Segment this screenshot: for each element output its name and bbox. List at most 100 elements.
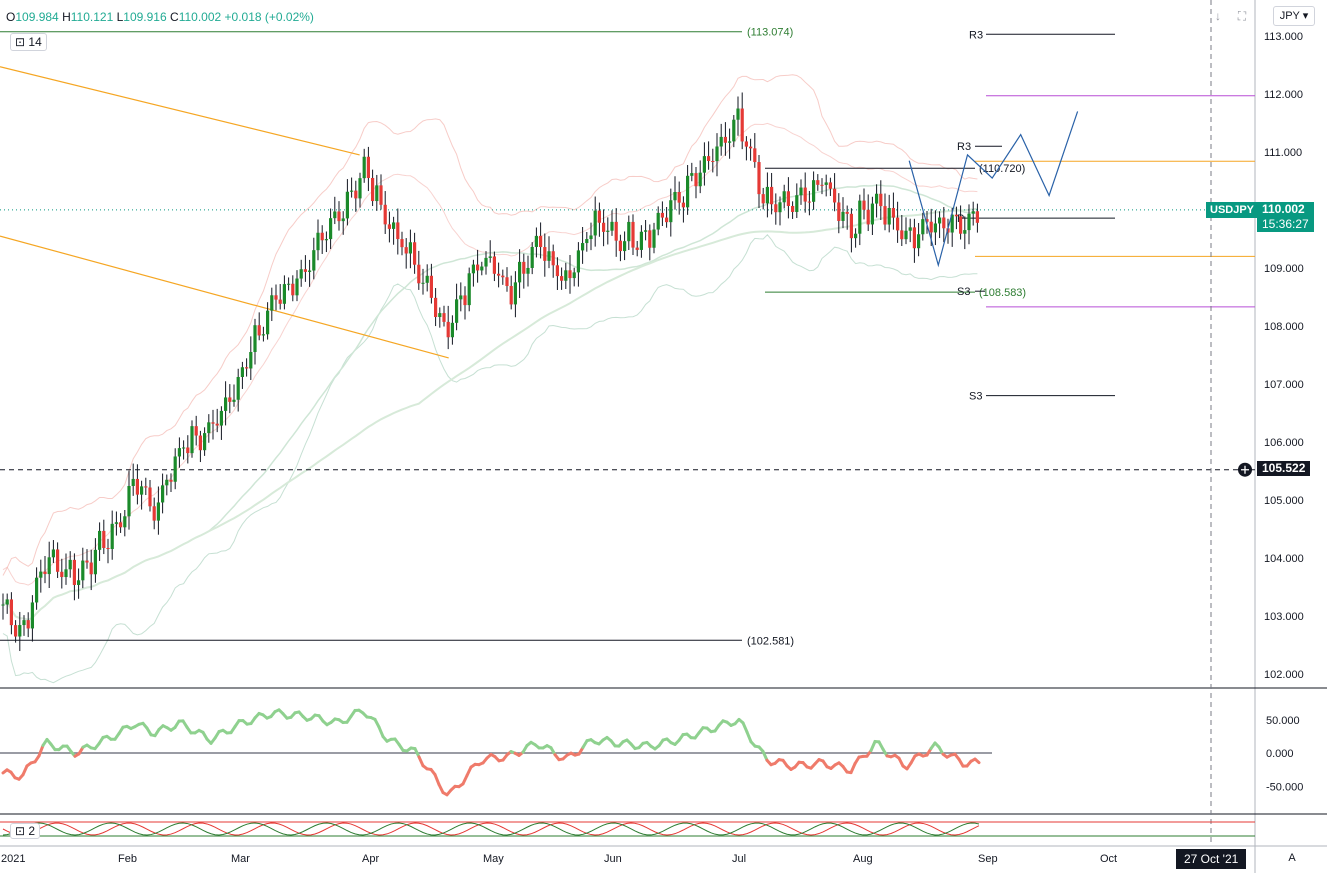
time-tick-label: May	[483, 853, 504, 865]
candle-body	[644, 230, 648, 232]
price-tick-label: 103.000	[1264, 611, 1304, 623]
candle-body	[967, 213, 971, 231]
candle-body	[933, 223, 937, 233]
level-108-label: (108.583)	[979, 287, 1026, 299]
candle-body	[879, 193, 883, 207]
candle-body	[975, 211, 979, 223]
candle-body	[211, 422, 215, 424]
candle-body	[912, 227, 916, 249]
candle-body	[921, 219, 925, 235]
candle-body	[925, 219, 929, 222]
candle-body	[278, 299, 282, 304]
candle-body	[215, 423, 219, 426]
candle-body	[677, 191, 681, 203]
candle-body	[148, 487, 152, 507]
candle-body	[476, 264, 480, 271]
candle-body	[824, 182, 828, 185]
candle-body	[182, 447, 186, 449]
fullscreen-icon[interactable]: ⛶	[1237, 9, 1247, 23]
candle-body	[820, 184, 824, 186]
candle-body	[707, 156, 711, 161]
candle-body	[833, 188, 837, 203]
candle-body	[408, 242, 412, 254]
candle-body	[30, 602, 34, 629]
candle-body	[929, 221, 933, 233]
crosshair-plus-mark	[1241, 465, 1249, 474]
candle-body	[593, 210, 597, 236]
candle-body	[492, 256, 496, 274]
channel-lower-line	[0, 235, 449, 359]
candle-body	[828, 182, 832, 189]
candle-body	[870, 203, 874, 225]
candle-body	[425, 275, 429, 283]
candle-body	[467, 273, 471, 306]
candle-body	[837, 202, 841, 221]
candle-body	[597, 210, 601, 223]
candle-body	[35, 577, 39, 603]
price-tick-label: 106.000	[1264, 437, 1304, 449]
candle-body	[652, 229, 656, 248]
candle-body	[299, 269, 303, 279]
candle-body	[77, 580, 81, 585]
candle-body	[635, 247, 639, 250]
candle-body	[169, 479, 173, 482]
candle-body	[18, 625, 22, 637]
time-tick-label: 2021	[1, 853, 25, 865]
candle-body	[883, 206, 887, 225]
candle-body	[417, 264, 421, 284]
candle-body	[530, 246, 534, 268]
time-tick-label: Oct	[1100, 853, 1117, 865]
candle-body	[639, 231, 643, 250]
candle-body	[81, 560, 85, 581]
candle-body	[257, 325, 261, 336]
channel-upper-line	[0, 66, 360, 156]
ind-wave-green	[2, 822, 980, 836]
indicator-period-badge-sub[interactable]: ⊡ 2	[10, 823, 41, 839]
indicator-period-badge[interactable]: ⊡ 14	[10, 33, 47, 51]
candle-body	[602, 222, 606, 232]
candle-body	[14, 625, 18, 637]
candle-body	[114, 522, 118, 524]
candle-body	[665, 217, 669, 223]
candle-body	[240, 367, 244, 377]
candle-body	[26, 620, 30, 629]
candle-body	[904, 230, 908, 240]
candle-body	[459, 295, 463, 300]
candle-body	[152, 506, 156, 521]
candle-body	[816, 180, 820, 185]
auto-scale-button[interactable]: A	[1288, 852, 1296, 864]
candle-body	[543, 247, 547, 261]
candle-body	[203, 433, 207, 451]
candle-body	[72, 559, 76, 585]
candle-body	[568, 270, 572, 279]
osc-segment	[745, 730, 753, 744]
candle-body	[316, 232, 320, 251]
candle-body	[854, 233, 858, 239]
price-tick-label: 112.000	[1264, 89, 1303, 101]
candle-body	[337, 211, 341, 222]
scroll-down-icon[interactable]: ↓	[1215, 9, 1221, 23]
candle-body	[156, 502, 160, 521]
candle-body	[396, 222, 400, 240]
candle-body	[803, 187, 807, 202]
candle-body	[1, 604, 5, 606]
candle-body	[551, 251, 555, 266]
candle-body	[387, 224, 391, 229]
candle-body	[85, 560, 89, 563]
time-tick-label: Sep	[978, 853, 998, 865]
osc-segment	[849, 762, 857, 775]
candle-body	[446, 321, 450, 338]
candle-body	[845, 211, 849, 214]
candle-body	[450, 322, 454, 338]
candle-body	[224, 397, 228, 411]
candle-body	[383, 204, 387, 225]
osc-segment	[377, 725, 385, 739]
candle-body	[812, 180, 816, 202]
candle-body	[56, 549, 60, 572]
candle-body	[177, 448, 181, 457]
currency-select[interactable]: JPY ▾	[1273, 6, 1315, 26]
bollinger-lower	[2, 234, 978, 684]
candle-body	[858, 200, 862, 234]
candle-body	[694, 173, 698, 187]
